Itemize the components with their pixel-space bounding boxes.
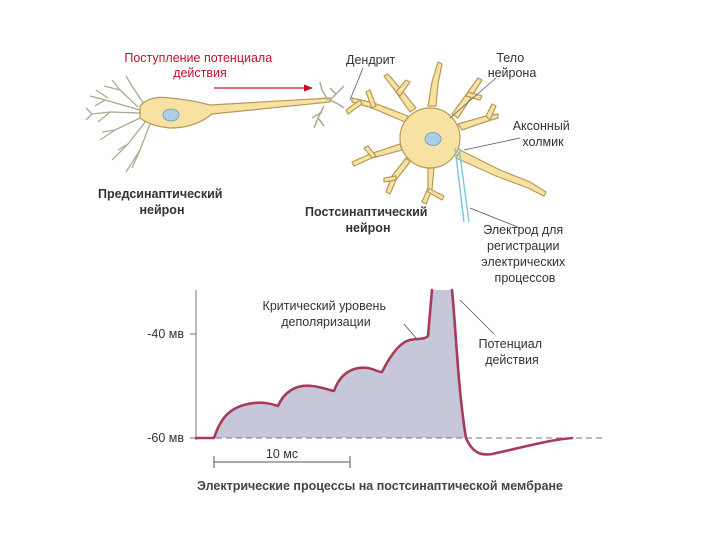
axon-terminal <box>311 81 345 129</box>
postsynaptic-neuron <box>345 61 547 205</box>
time-scale-label: 10 мс <box>266 447 298 461</box>
label-postsynaptic: Постсинаптический нейрон <box>305 205 431 235</box>
label-soma: Тело нейрона <box>488 51 537 80</box>
ap-leader <box>459 299 495 335</box>
label-threshold: Критический уровень деполяризации <box>263 299 390 329</box>
time-scale-bar <box>213 456 351 468</box>
membrane-potential-trace <box>194 288 574 456</box>
label-dendrite: Дендрит <box>346 53 396 67</box>
y-tick-label-40: -40 мв <box>147 327 184 341</box>
label-incoming-ap: Поступление потенциала действия <box>124 51 275 80</box>
presynaptic-neuron <box>85 75 345 173</box>
electrode <box>454 147 470 223</box>
label-electrode: Электрод для регистрации электрических п… <box>481 223 569 285</box>
label-action-potential: Потенциал действия <box>479 337 546 367</box>
presynaptic-nucleus <box>162 108 180 122</box>
presynaptic-dendrites <box>85 75 151 173</box>
postsynaptic-nucleus <box>424 132 442 146</box>
threshold-leader <box>403 323 417 339</box>
graph-caption: Электрические процессы на постсинаптичес… <box>197 479 563 493</box>
leader-lines <box>349 67 521 229</box>
y-tick-label-60: -60 мв <box>147 431 184 445</box>
label-presynaptic: Предсинаптический нейрон <box>98 187 226 217</box>
potential-graph: -40 мв -60 мв Критический уровень деполя… <box>147 288 604 493</box>
depolarization-area <box>214 290 466 438</box>
label-axon-hillock: Аксонный холмик <box>513 119 574 149</box>
